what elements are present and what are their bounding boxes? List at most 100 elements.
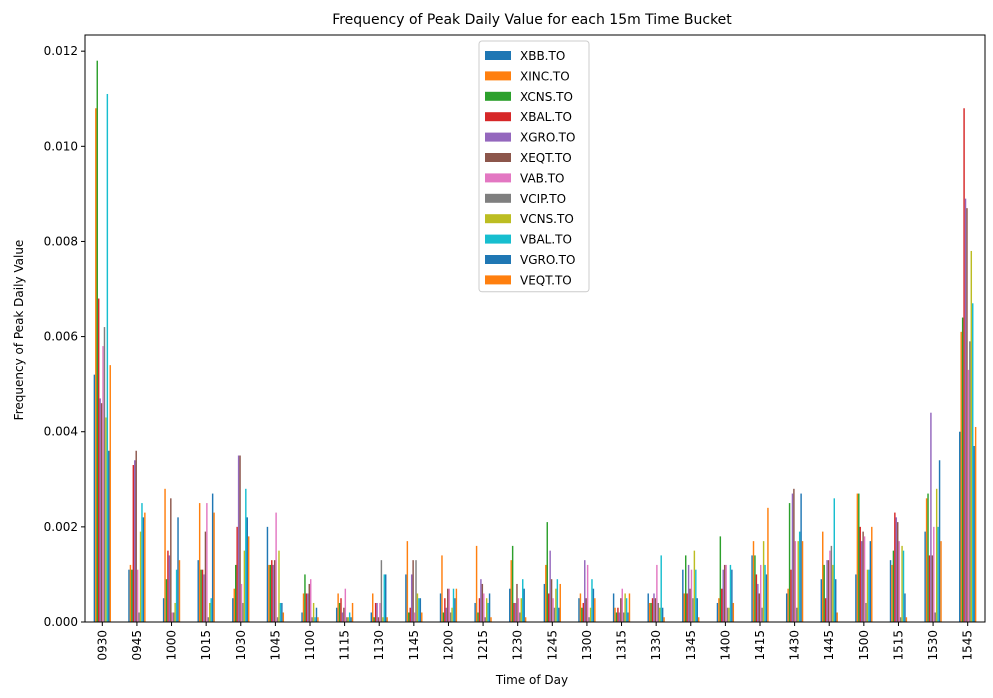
bar (197, 560, 199, 622)
bar (335, 607, 338, 622)
bar (338, 602, 341, 622)
bar (100, 403, 103, 622)
bar (722, 569, 724, 622)
bar (898, 541, 900, 622)
bar (905, 617, 908, 622)
bar (135, 450, 137, 622)
bar (347, 617, 349, 622)
bar (653, 593, 655, 622)
bar (207, 617, 210, 622)
bar (553, 607, 556, 622)
bar (206, 503, 208, 622)
bar (509, 588, 511, 622)
bar (524, 617, 527, 622)
bar (974, 426, 977, 622)
bar (902, 550, 905, 622)
bar (788, 503, 791, 622)
bar (751, 555, 753, 622)
bar (656, 564, 658, 622)
bar (517, 598, 520, 622)
bar (793, 488, 795, 622)
bar (582, 602, 585, 622)
bar (232, 598, 234, 622)
bar (516, 583, 518, 622)
bar (340, 598, 342, 622)
bar (102, 346, 104, 622)
bar (647, 593, 649, 622)
bar (871, 526, 873, 622)
bar (894, 512, 896, 622)
bar (490, 617, 492, 622)
bar (405, 574, 407, 622)
bar (963, 108, 965, 622)
x-tick-label: 1545 (961, 630, 975, 661)
bar (281, 602, 283, 622)
legend-swatch (485, 275, 511, 285)
x-tick-label: 1500 (857, 630, 871, 661)
bar (937, 526, 939, 622)
bar (477, 612, 479, 622)
bar (791, 493, 794, 622)
bar (373, 617, 375, 622)
bar (584, 560, 586, 622)
bar (964, 198, 967, 622)
legend-swatch (485, 193, 511, 203)
bar (651, 598, 654, 622)
x-tick-label: 1145 (407, 630, 421, 661)
bar (754, 555, 756, 622)
bar (304, 574, 306, 622)
x-tick-label: 1015 (199, 630, 213, 661)
bar (835, 579, 837, 622)
bar (928, 555, 931, 622)
bar (969, 341, 971, 622)
bar (445, 607, 448, 622)
bar (487, 602, 489, 622)
bar (481, 583, 484, 622)
bar (523, 588, 525, 622)
bar (935, 488, 938, 622)
bar (475, 545, 478, 622)
bar (925, 498, 928, 622)
bar (408, 612, 410, 622)
bar (210, 598, 212, 622)
bar (97, 298, 100, 622)
bar (622, 612, 625, 622)
bar (410, 574, 413, 622)
x-tick-label: 1315 (615, 630, 629, 661)
bar (927, 493, 929, 622)
bar (478, 598, 481, 622)
bar (418, 598, 420, 622)
bar (685, 555, 687, 622)
bar (406, 541, 409, 622)
bar (787, 588, 789, 622)
bar (343, 607, 345, 622)
bar (732, 602, 735, 622)
bar (933, 526, 935, 622)
bar (796, 607, 798, 622)
bar (863, 536, 866, 622)
bar (412, 560, 414, 622)
bar (213, 512, 215, 622)
bar (237, 455, 240, 622)
bar (204, 531, 207, 622)
bar (767, 507, 769, 622)
bar (904, 593, 906, 622)
bar (480, 579, 482, 622)
bar (826, 560, 828, 622)
bar (444, 598, 446, 622)
bar (719, 536, 722, 622)
bar (138, 612, 140, 622)
x-tick-label: 1045 (268, 630, 282, 661)
bar (940, 541, 942, 622)
bar (866, 569, 869, 622)
bar (132, 465, 135, 622)
bar (301, 612, 303, 622)
bar (103, 327, 106, 622)
bar (627, 612, 629, 622)
x-tick-label: 1530 (926, 630, 940, 661)
bar (269, 564, 272, 622)
bar (758, 593, 760, 622)
bar (862, 531, 864, 622)
bar (552, 598, 554, 622)
legend-label: VBAL.TO (520, 233, 572, 247)
